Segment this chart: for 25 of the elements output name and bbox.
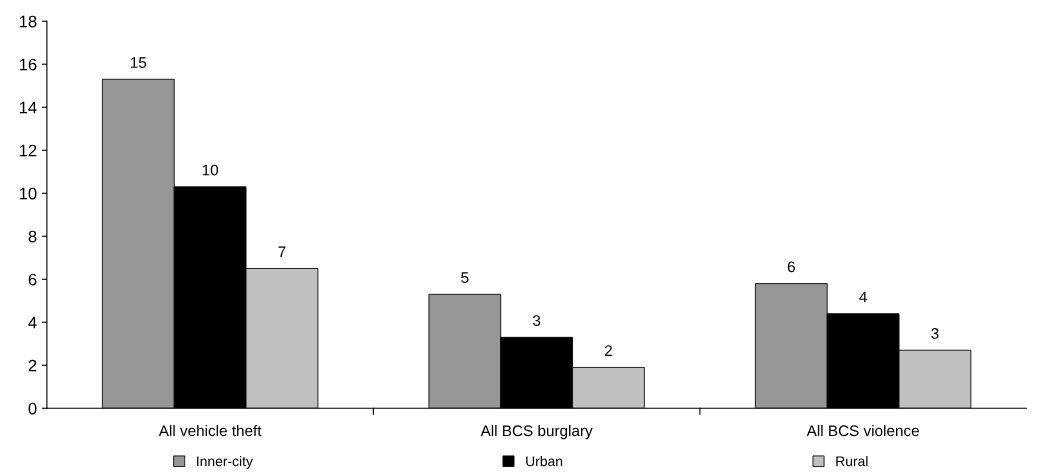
data-label: 7 [278,246,286,258]
legend-label: Urban [526,455,563,467]
y-tick-label: 8 [28,230,37,243]
y-tick-label: 4 [28,316,37,329]
y-tick-label: 14 [19,101,37,114]
y-tick-label: 18 [19,15,37,28]
data-label: 5 [461,272,469,283]
y-tick-label: 16 [19,58,37,71]
data-label: 6 [787,261,795,273]
data-label: 3 [931,328,939,339]
x-tick-label: All BCS violence [806,424,919,437]
y-tick-label: 6 [28,273,37,286]
data-label: 4 [859,291,867,303]
legend-label: Inner-city [197,455,253,469]
legend-label: Rural [836,455,868,467]
y-tick-label: 10 [19,187,37,200]
data-label: 2 [604,345,612,356]
data-label: 3 [532,315,541,326]
y-tick-label: 2 [28,359,37,372]
x-tick-label: All BCS burglary [480,424,593,440]
y-tick-label: 0 [28,402,37,415]
y-tick-label: 12 [19,144,37,157]
data-label: 15 [130,57,147,68]
x-tick-label: All vehicle theft [158,424,262,437]
data-label: 10 [202,164,219,176]
